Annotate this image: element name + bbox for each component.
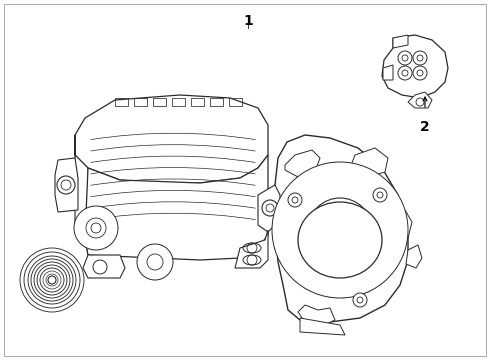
Polygon shape — [383, 65, 393, 80]
Circle shape — [398, 51, 412, 65]
Text: 2: 2 — [420, 120, 430, 134]
Circle shape — [74, 206, 118, 250]
Polygon shape — [85, 155, 268, 260]
Circle shape — [288, 193, 302, 207]
Circle shape — [413, 51, 427, 65]
Circle shape — [91, 223, 101, 233]
Circle shape — [373, 188, 387, 202]
Circle shape — [93, 260, 107, 274]
Polygon shape — [285, 150, 320, 177]
Polygon shape — [275, 135, 408, 322]
Circle shape — [137, 244, 173, 280]
Polygon shape — [408, 92, 432, 108]
Polygon shape — [258, 185, 280, 232]
Circle shape — [262, 200, 278, 216]
Ellipse shape — [298, 202, 382, 278]
Circle shape — [398, 66, 412, 80]
Circle shape — [322, 212, 358, 248]
Circle shape — [413, 66, 427, 80]
Polygon shape — [393, 35, 408, 48]
Polygon shape — [406, 245, 422, 268]
Polygon shape — [75, 135, 88, 255]
Polygon shape — [350, 148, 388, 178]
Circle shape — [272, 162, 408, 298]
Circle shape — [57, 176, 75, 194]
Polygon shape — [83, 255, 125, 278]
Circle shape — [308, 198, 372, 262]
Circle shape — [48, 276, 56, 284]
Polygon shape — [235, 230, 268, 268]
Polygon shape — [75, 95, 268, 183]
Polygon shape — [298, 305, 335, 326]
Polygon shape — [55, 158, 78, 212]
Polygon shape — [382, 35, 448, 98]
Circle shape — [353, 293, 367, 307]
Polygon shape — [385, 210, 412, 240]
Text: 1: 1 — [243, 14, 253, 28]
Polygon shape — [300, 318, 345, 335]
